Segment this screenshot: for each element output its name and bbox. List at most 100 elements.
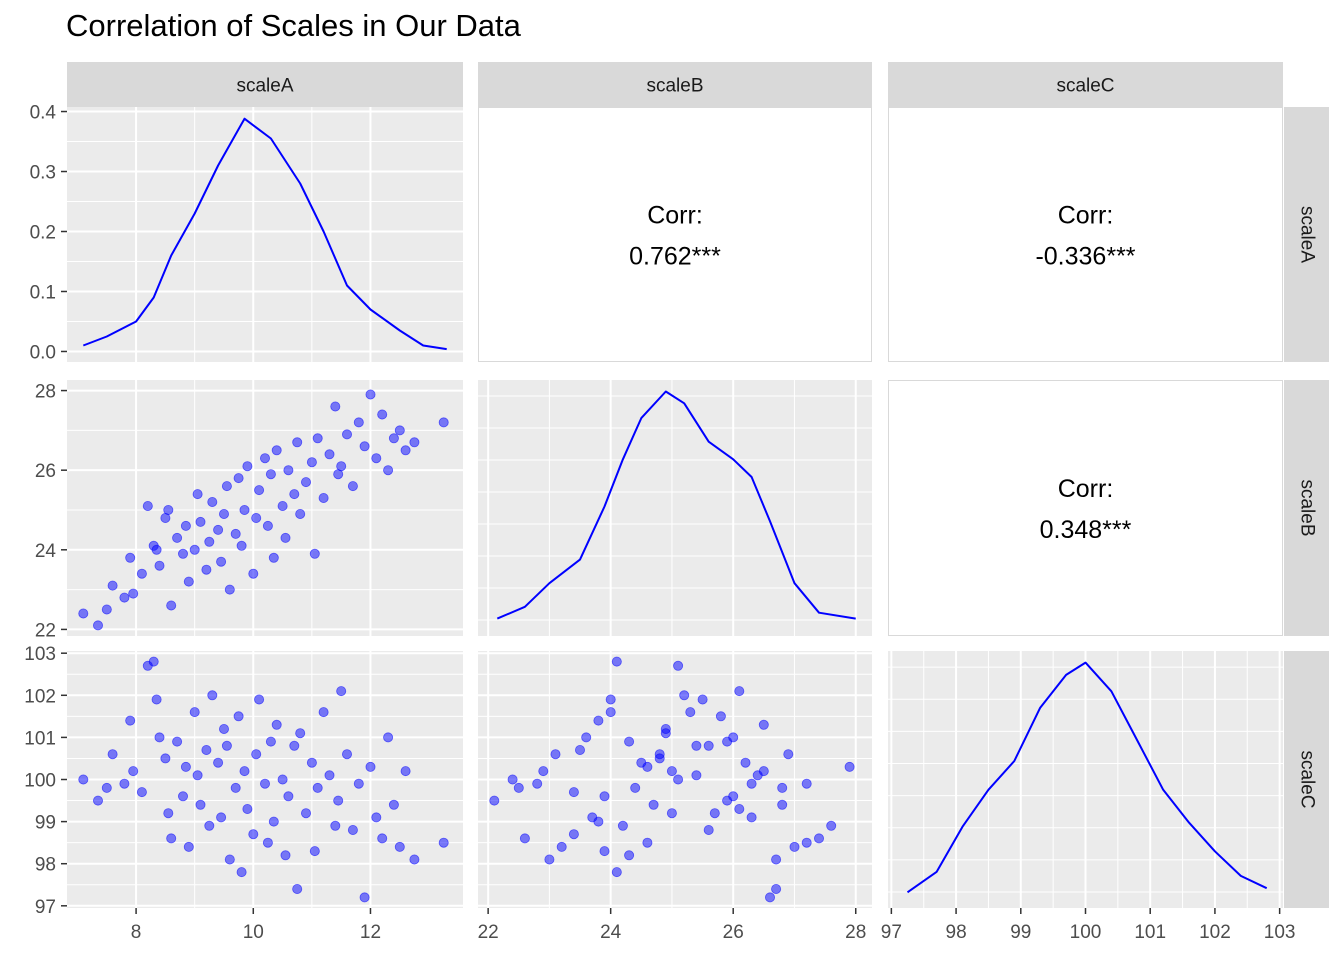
scatter-point [93,795,104,806]
scatter-point [341,749,352,760]
scatter-point [277,774,288,785]
scatter-point [201,745,212,756]
scatter-point [673,774,684,785]
scatter-point [107,580,118,591]
scatter-point [259,453,270,464]
scatter-point [125,715,136,726]
corr-panel-scaleB-scaleC: Corr: 0.348*** [888,380,1283,636]
scatter-point [814,833,825,844]
y-axis-scaleB: 22 24 26 28 [35,382,67,641]
x-tick-label: 102 [1199,922,1231,943]
scatter-point [271,445,282,456]
scatter-point [128,588,139,599]
scatter-point [224,854,235,865]
column-strip-scaleA [67,62,463,107]
scatter-point [125,552,136,563]
scatter-point [715,711,726,722]
scatter-point [624,736,635,747]
scatter-point [556,841,567,852]
y-axis-scaleA: 0.0 0.1 0.2 0.3 0.4 [30,103,67,363]
scatter-point [630,782,641,793]
scatter-point [312,433,323,444]
scatter-point [734,686,745,697]
scatter-point [160,753,171,764]
y-tick-label: 26 [35,461,56,482]
scatter-point [248,568,259,579]
panel-scaleC-scaleC [888,651,1283,908]
scatter-point [268,552,279,563]
scatter-point [101,604,112,615]
y-tick-label: 24 [35,541,57,562]
y-tick-label: 28 [35,382,56,403]
scatter-point [259,778,270,789]
scatter-point [438,837,449,848]
scatter-point [268,816,279,827]
scatter-point [295,508,306,519]
scatter-point [262,520,273,531]
scatter-point [318,492,329,503]
scatter-point [685,707,696,718]
scatter-point [254,485,265,496]
x-tick-label: 8 [131,922,142,943]
scatter-point [295,728,306,739]
scatter-point [593,715,604,726]
column-strip-scaleC [888,62,1283,107]
scatter-point [394,841,405,852]
scatter-point [575,745,586,756]
scatter-point [166,833,177,844]
scatter-point [728,732,739,743]
scatter-point [151,694,162,705]
corr-panel-background [888,380,1283,636]
scatter-point [359,441,370,452]
scatter-point [568,829,579,840]
scatter-point [324,449,335,460]
x-tick-label: 28 [845,922,866,943]
row-strip-label-scaleB: scaleB [1296,479,1317,536]
scatter-point [239,766,250,777]
scatter-point [365,389,376,400]
scatter-point [239,504,250,515]
scatter-point [765,892,776,903]
scatter-point [154,732,165,743]
scatter-point [666,766,677,777]
corr-label: Corr: [1058,202,1114,230]
scatter-point [371,453,382,464]
scatter-point [532,778,543,789]
y-axis-scaleC: 97 98 99 100 101 102 103 [24,644,67,918]
y-tick-label: 102 [24,686,56,707]
scatter-point [359,892,370,903]
y-tick-label: 100 [24,771,56,792]
scatter-point [136,787,147,798]
scatter-point [666,808,677,819]
x-tick-label: 22 [478,922,499,943]
scatter-point [544,854,555,865]
y-tick-label: 0.4 [30,103,57,124]
scatter-point [306,757,317,768]
density-line-scaleB [496,390,856,620]
scatter-point [163,504,174,515]
panel-scaleC-scaleA [67,651,463,908]
scatter-point [377,833,388,844]
scatter-point [722,795,733,806]
scatter-point [309,846,320,857]
row-strip-label-scaleA: scaleA [1296,206,1317,263]
scatter-point [119,778,130,789]
density-line-scaleC [906,661,1268,894]
y-tick-label: 97 [35,897,56,918]
scatter-point [388,433,399,444]
scatter-point [136,568,147,579]
scatter-point [844,761,855,772]
scatter-point [593,816,604,827]
scatter-point [251,513,262,524]
scatter-point [128,766,139,777]
scatter-point [691,770,702,781]
y-tick-label: 22 [35,620,56,641]
scatter-point [221,740,232,751]
scatter-point [513,782,524,793]
scatter-point [400,766,411,777]
scatter-point [213,757,224,768]
scatter-point [654,749,665,760]
scatter-point [221,481,232,492]
panel-background [478,380,872,636]
panel-scaleB-scaleB [478,380,872,636]
